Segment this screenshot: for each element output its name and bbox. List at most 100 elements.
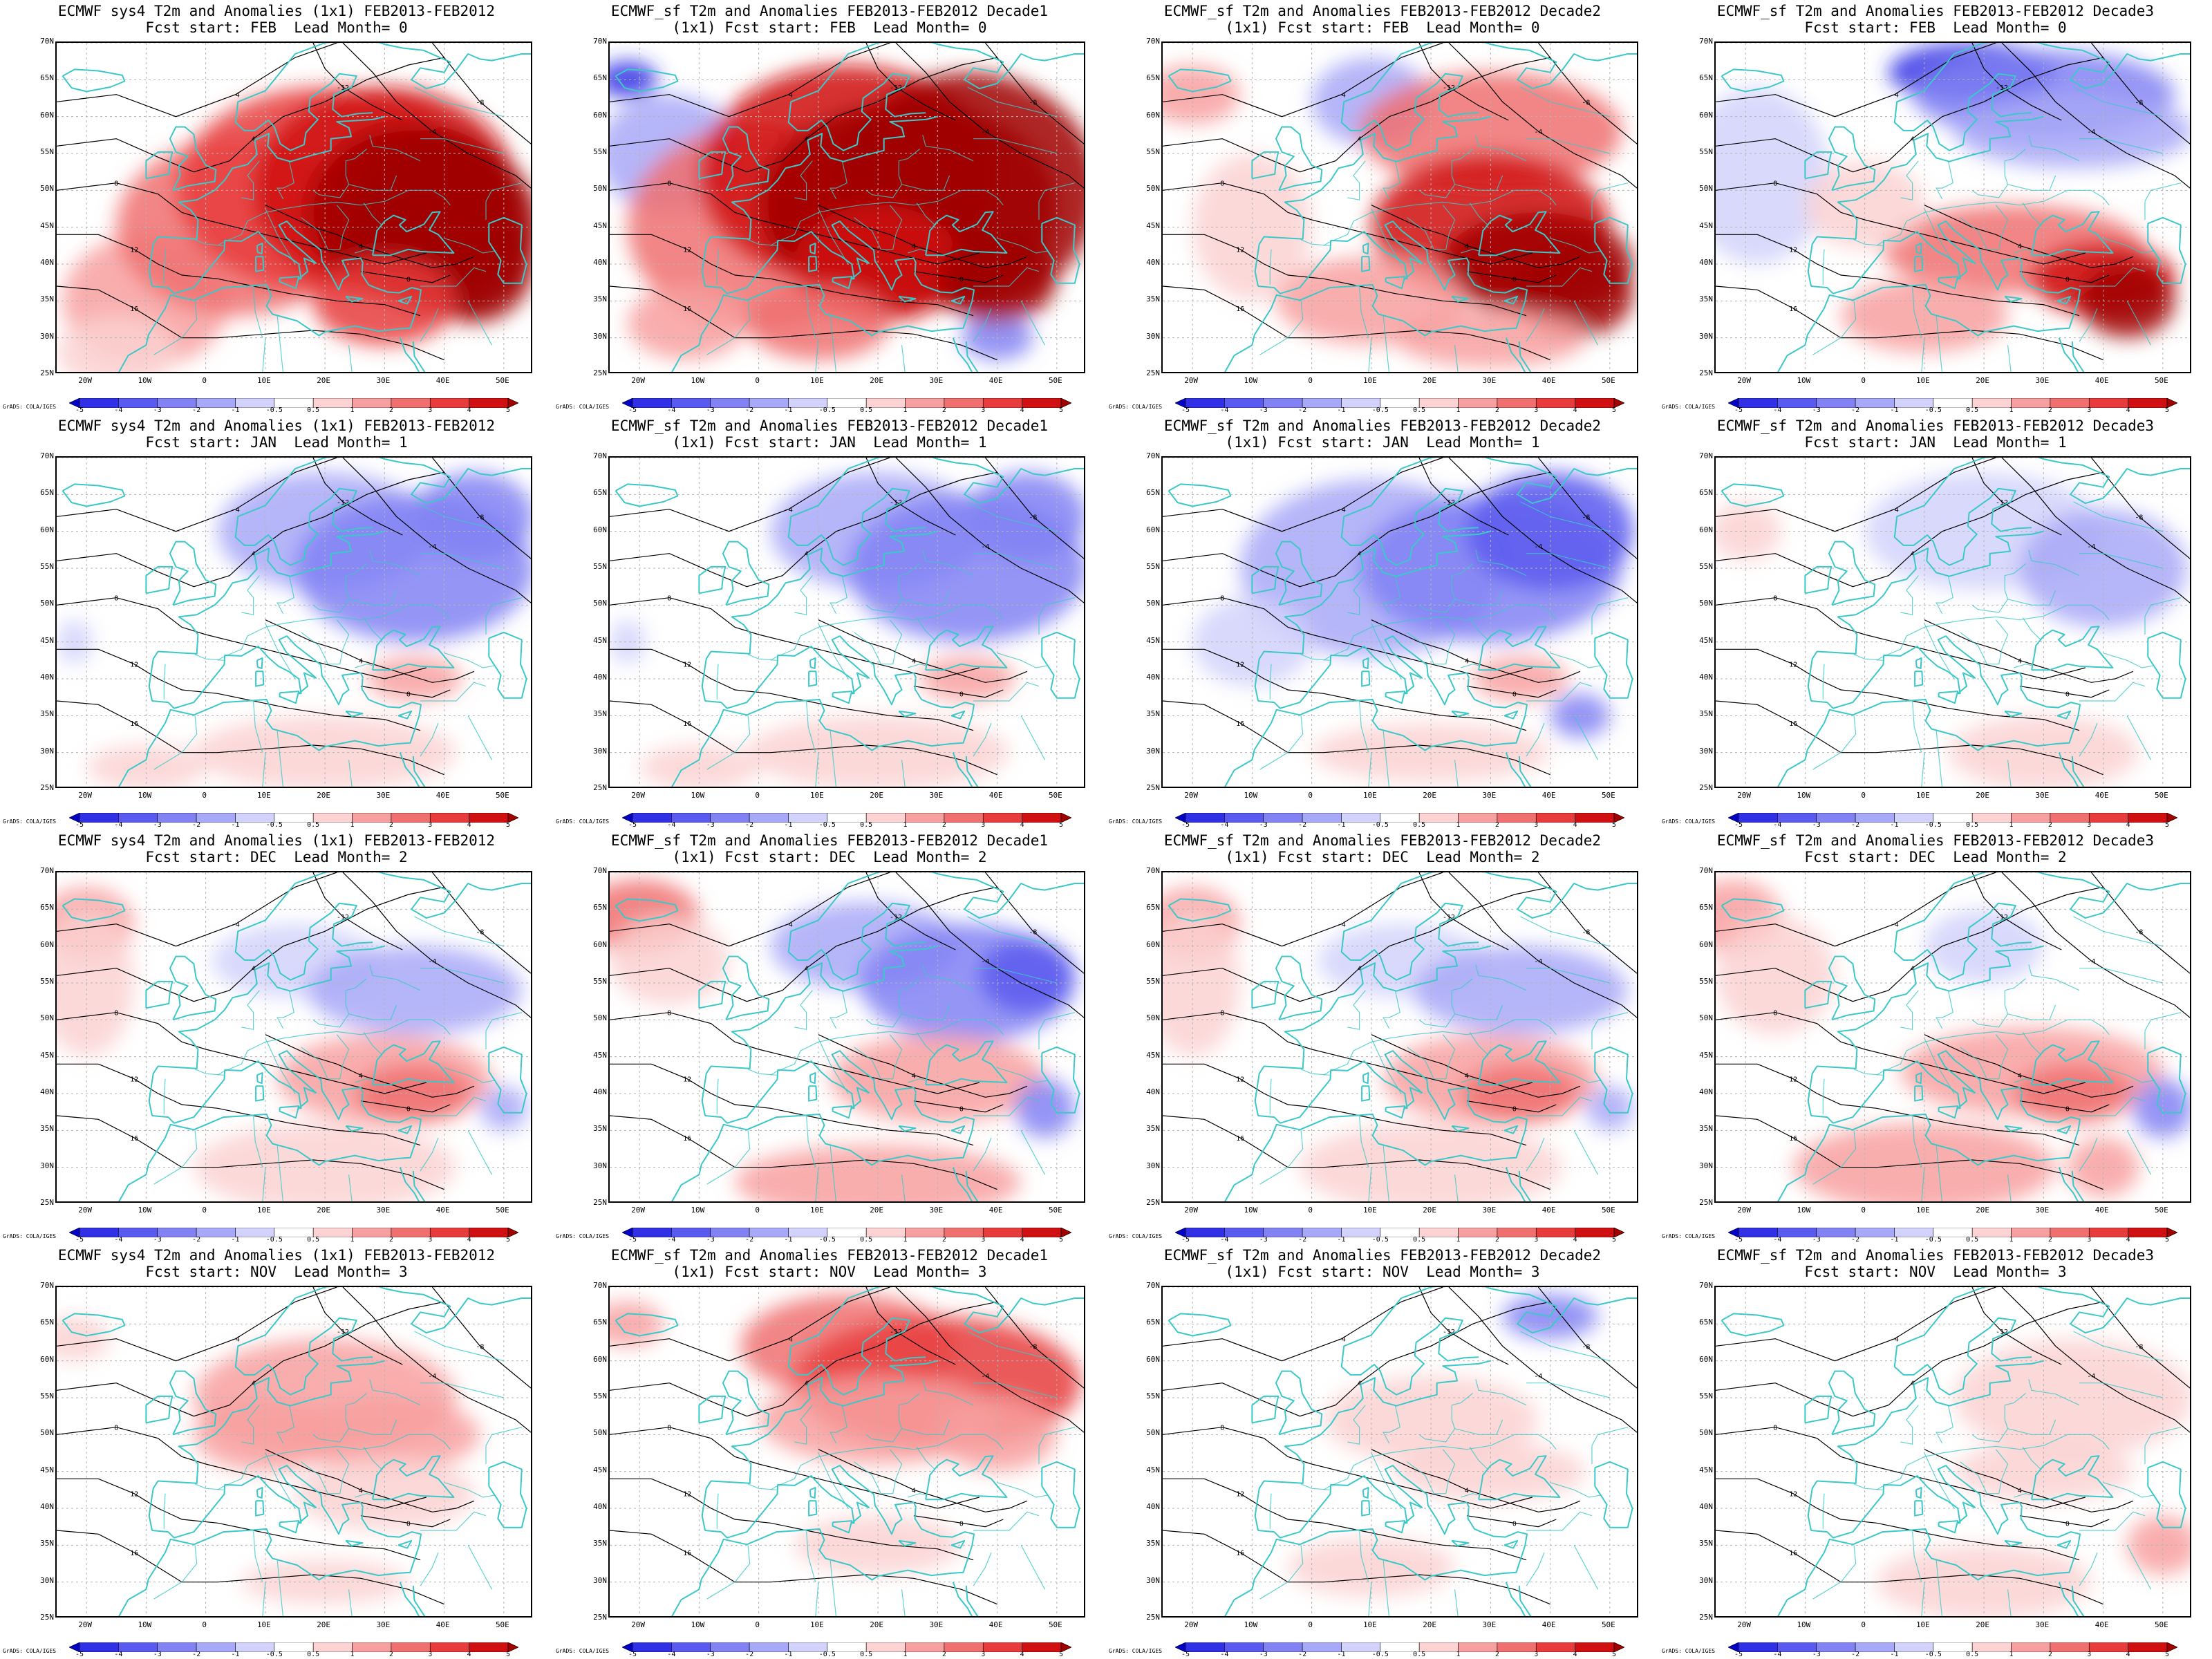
latitude-label: 70N — [1146, 451, 1160, 460]
latitude-label: 60N — [593, 525, 607, 534]
colorbar-label: 1 — [903, 821, 908, 829]
colorbar-swatch — [118, 398, 158, 408]
colorbar-swatch — [1575, 1228, 1615, 1237]
longitude-label: 0 — [1861, 1206, 1866, 1215]
colorbar-label: -3 — [1259, 821, 1268, 829]
longitude-label: 10E — [1362, 791, 1377, 800]
latitude-label: 60N — [40, 525, 54, 534]
colorbar-swatch — [1263, 1228, 1303, 1237]
anomaly-blob — [295, 1456, 474, 1530]
colorbar-label: -3 — [706, 821, 715, 829]
anomaly-map: -4 4 8 12 16 -4 -8 -12 4 0 — [608, 41, 1085, 373]
grads-credit: GrADS: COLA/IGES — [3, 1233, 57, 1239]
colorbar-label: 5 — [2164, 406, 2170, 414]
longitude-label: 10W — [1797, 376, 1811, 385]
contour-label: 16 — [1236, 720, 1244, 728]
contour-label: 16 — [1789, 1550, 1797, 1557]
longitude-label: 10E — [256, 376, 271, 385]
colorbar-swatch — [429, 1228, 469, 1237]
graticule — [1163, 458, 1637, 787]
longitude-label: 20W — [631, 791, 646, 800]
latitude-label: 25N — [1146, 368, 1160, 377]
contour-label: 4 — [805, 966, 809, 973]
longitude-label: 0 — [1308, 791, 1313, 800]
colorbar-swatch — [1380, 398, 1420, 408]
contour-label: 16 — [130, 1550, 138, 1557]
panel-title: ECMWF_sf T2m and Anomalies FEB2013-FEB20… — [1163, 3, 1602, 19]
contour-line — [265, 1449, 475, 1512]
contour-label: 16 — [130, 1135, 138, 1143]
panel-subtitle: (1x1) Fcst start: JAN Lead Month= 1 — [1225, 434, 1540, 451]
colorbar-swatch — [1777, 1642, 1817, 1652]
contour-line — [1716, 234, 2080, 317]
latitude-label: 65N — [593, 903, 607, 912]
colorbar-label: -2 — [192, 1651, 201, 1658]
contour-line — [1163, 285, 1550, 361]
panel-title: ECMWF_sf T2m and Anomalies FEB2013-FEB20… — [610, 418, 1049, 434]
colorbar-swatch — [2166, 398, 2177, 408]
anomaly-blob — [1716, 502, 1781, 561]
contour-line — [1371, 1034, 1581, 1098]
colorbar-swatch — [2011, 1228, 2051, 1237]
latitude-label: 35N — [593, 1124, 607, 1134]
contour-label: 4 — [2018, 243, 2022, 250]
colorbar-swatch — [1855, 1642, 1895, 1652]
colorbar-swatch — [507, 398, 518, 408]
colorbar-swatch — [1575, 1642, 1615, 1652]
colorbar-swatch — [1894, 398, 1934, 408]
latitude-label: 50N — [1146, 1428, 1160, 1438]
contour-line — [57, 648, 421, 731]
colorbar-label: 4 — [2126, 1236, 2130, 1244]
anomaly-shading — [1192, 472, 1634, 782]
colorbar-swatch — [671, 398, 711, 408]
colorbar — [622, 813, 1071, 823]
longitude-label: 40E — [988, 1206, 1003, 1215]
colorbar-swatch — [1497, 1642, 1537, 1652]
latitude-label: 70N — [40, 37, 54, 46]
panel-title: ECMWF_sf T2m and Anomalies FEB2013-FEB20… — [1716, 418, 2155, 434]
borders — [1259, 916, 1628, 1201]
anomaly-map: -4 4 8 12 16 -4 -8 -12 4 0 — [1161, 871, 1638, 1203]
colorbar-swatch — [982, 1228, 1022, 1237]
colorbar-swatch — [749, 1228, 789, 1237]
latitude-label: 25N — [1146, 1613, 1160, 1622]
colorbar-swatch — [1855, 1228, 1895, 1237]
contour-label: -4 — [1891, 507, 1899, 514]
contour-line — [610, 700, 997, 776]
anomaly-blob — [1954, 94, 2190, 169]
contour-line — [1716, 1063, 2080, 1146]
colorbar-swatch — [1738, 813, 1778, 823]
contour-line — [1466, 1100, 1557, 1113]
colorbar-label: -2 — [192, 1236, 201, 1244]
contour-line — [818, 1034, 1028, 1098]
longitude-label: 30E — [2035, 1620, 2050, 1629]
colorbar-swatch — [1458, 1228, 1498, 1237]
contour-label: -4 — [785, 1336, 793, 1344]
grads-credit: GrADS: COLA/IGES — [556, 1233, 610, 1239]
forecast-panel: ECMWF sys4 T2m and Anomalies (1x1) FEB20… — [0, 0, 553, 415]
contour-label: -8 — [2135, 99, 2143, 106]
colorbar-label: 0.5 — [307, 406, 320, 414]
longitude-label: 50E — [1601, 376, 1615, 385]
contour-label: -8 — [1582, 514, 1590, 521]
colorbar-label: -1 — [231, 1236, 240, 1244]
latitude-label: 40N — [1699, 258, 1713, 267]
colorbar-swatch — [1575, 813, 1615, 823]
colorbar-swatch — [507, 1228, 518, 1237]
contour-label: 12 — [683, 662, 691, 669]
colorbar-swatch — [469, 1642, 509, 1652]
colorbar — [69, 1642, 518, 1652]
colorbar-swatch — [1060, 813, 1071, 823]
contour-line — [342, 872, 531, 1018]
contour-line — [865, 458, 956, 536]
colorbar-label: -1 — [1890, 821, 1899, 829]
longitude-label: 20W — [631, 376, 646, 385]
latitude-label: 55N — [1699, 147, 1713, 156]
colorbar-swatch — [235, 813, 275, 823]
colorbar-swatch — [2050, 1228, 2090, 1237]
colorbar-label: -4 — [1773, 406, 1782, 414]
colorbar-label: -5 — [75, 1236, 84, 1244]
contour-label: 4 — [805, 136, 809, 144]
contour-line — [1163, 234, 1527, 317]
contour-line — [1371, 1449, 1581, 1512]
